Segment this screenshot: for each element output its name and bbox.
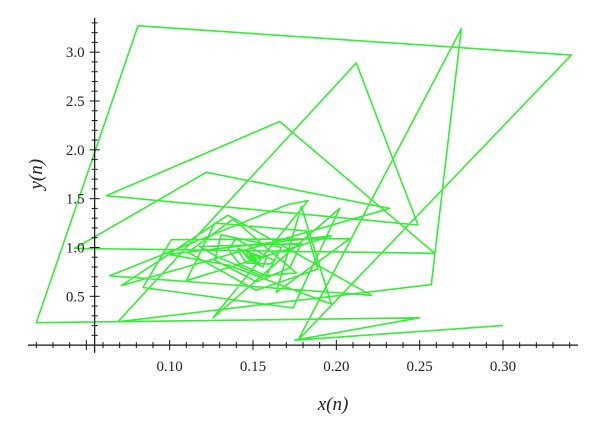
y-tick-label: 2.5: [66, 94, 85, 110]
y-tick-label: 1.0: [66, 240, 85, 256]
tick-labels: 0.10 0.15 0.20 0.25 0.30 0.5 1.0 1.5 2.0 2.5 3.0: [66, 45, 516, 375]
y-axis-title: y(n): [26, 159, 47, 192]
y-tick-label: 1.5: [66, 192, 85, 208]
x-tick-label: 0.10: [157, 359, 183, 375]
x-tick-label: 0.15: [240, 359, 266, 375]
y-tick-label: 3.0: [66, 45, 85, 61]
x-tick-label: 0.20: [323, 359, 349, 375]
series-layer: [35, 24, 573, 342]
series-line-1: [35, 24, 573, 342]
x-tick-label: 0.25: [407, 359, 433, 375]
y-tick-label: 0.5: [66, 289, 85, 305]
x-axis-title: x(n): [317, 394, 349, 415]
y-tick-label: 2.0: [66, 143, 85, 159]
x-tick-label: 0.30: [490, 359, 516, 375]
axes: [28, 18, 578, 353]
ticks: [35, 22, 571, 351]
